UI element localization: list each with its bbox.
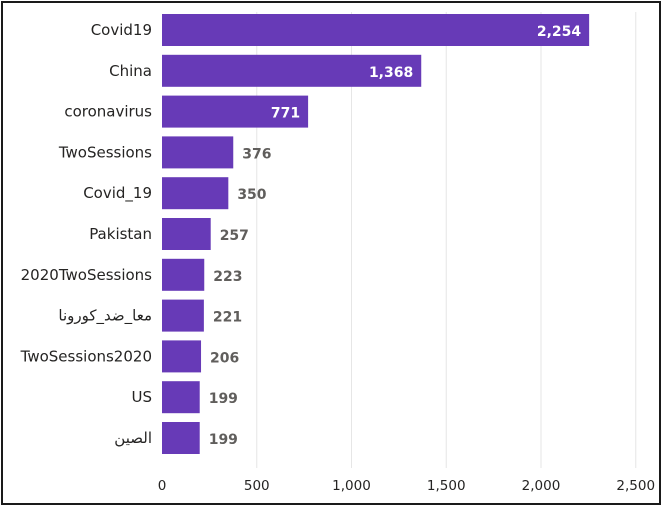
data-label: 223 xyxy=(213,269,242,285)
category-label: Covid_19 xyxy=(83,184,152,203)
category-label: China xyxy=(109,62,152,80)
data-label: 199 xyxy=(209,432,238,448)
bar[interactable] xyxy=(162,136,234,169)
x-tick-label: 0 xyxy=(158,478,167,494)
x-tick-label: 500 xyxy=(244,478,270,494)
category-label: الصين xyxy=(114,429,152,447)
category-label: معا_ضد_كورونا xyxy=(58,307,152,326)
data-label: 376 xyxy=(242,146,271,162)
data-label: 771 xyxy=(271,106,300,122)
x-tick-label: 1,000 xyxy=(332,478,371,494)
data-label: 199 xyxy=(209,391,238,407)
data-label: 221 xyxy=(213,310,242,326)
data-label: 257 xyxy=(220,228,249,244)
category-label: 2020TwoSessions xyxy=(21,266,153,284)
category-label: Covid19 xyxy=(91,21,152,39)
category-label: coronavirus xyxy=(64,103,152,121)
category-label: Pakistan xyxy=(89,225,152,243)
data-label: 206 xyxy=(210,350,239,366)
bar[interactable] xyxy=(162,422,200,454)
category-label: TwoSessions xyxy=(58,143,152,161)
bar[interactable] xyxy=(162,54,422,87)
bar[interactable] xyxy=(162,218,211,250)
x-tick-label: 1,500 xyxy=(427,478,466,494)
bar[interactable] xyxy=(162,381,200,414)
data-label: 2,254 xyxy=(537,24,582,40)
bar[interactable] xyxy=(162,177,229,210)
bar[interactable] xyxy=(162,14,590,46)
data-label: 1,368 xyxy=(369,65,413,81)
bar[interactable] xyxy=(162,95,309,128)
bar[interactable] xyxy=(162,299,204,332)
data-label: 350 xyxy=(237,187,266,203)
category-label: TwoSessions2020 xyxy=(20,347,152,365)
category-label: US xyxy=(131,388,152,406)
bar[interactable] xyxy=(162,340,202,373)
x-tick-label: 2,000 xyxy=(522,478,561,494)
x-tick-label: 2,500 xyxy=(616,478,655,494)
bar[interactable] xyxy=(162,258,205,291)
